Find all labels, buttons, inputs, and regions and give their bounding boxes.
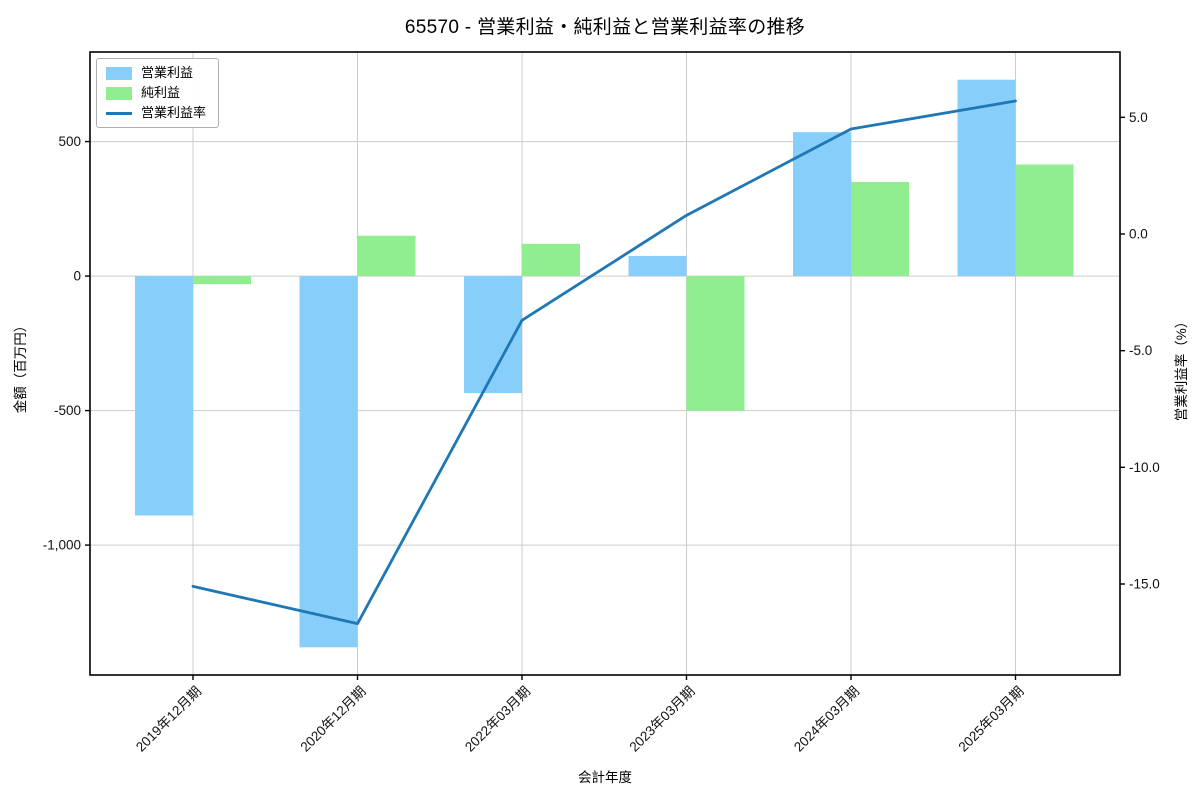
operating-income-bar [957, 79, 1016, 277]
net-income-bar [522, 243, 580, 277]
legend-item-net-income: 純利益 [106, 86, 206, 100]
y-axis-label-right: 営業利益率（%） [1174, 314, 1189, 422]
y-axis-tick-label-left: 500 [58, 134, 81, 149]
plot-border [89, 51, 1121, 676]
x-axis-tick-label: 2023年03月期 [627, 684, 698, 755]
x-axis-label: 会計年度 [578, 770, 632, 785]
x-axis-tick-label: 2025年03月期 [956, 684, 1027, 755]
chart-title: 65570 - 営業利益・純利益と営業利益率の推移 [404, 17, 806, 38]
y-axis-tick-label-right: -10.0 [1129, 460, 1160, 475]
legend-label-operating-margin: 営業利益率 [141, 105, 207, 120]
y-axis-tick-label-left: -500 [54, 403, 81, 418]
y-axis-tick-label-right: -15.0 [1129, 577, 1160, 592]
net-income-bar [686, 276, 745, 411]
operating-income-bar [299, 276, 358, 648]
legend-line-swatch-operating-margin [106, 111, 132, 115]
x-axis-tick-label: 2024年03月期 [791, 684, 862, 755]
legend-swatch-operating-income [106, 66, 132, 80]
x-axis-tick-label: 2022年03月期 [462, 684, 533, 755]
legend: 営業利益 純利益 営業利益率 [96, 58, 220, 128]
x-axis-tick-label: 2019年12月期 [133, 684, 204, 755]
net-income-bar [851, 181, 909, 277]
legend-swatch-net-income [106, 86, 132, 100]
y-axis-tick-label-right: -5.0 [1129, 343, 1152, 358]
operating-margin-line [191, 99, 1017, 626]
operating-income-bar [628, 255, 687, 277]
x-axis-tick-label: 2020年12月期 [298, 684, 369, 755]
y-axis-tick-label-left: -1,000 [43, 538, 81, 553]
y-axis-label-left: 金額（百万円） [13, 318, 28, 414]
y-axis-tick-label-right: 0.0 [1129, 227, 1148, 242]
net-income-bar [193, 276, 251, 285]
legend-item-operating-margin: 営業利益率 [106, 106, 206, 120]
y-axis-tick-label-right: 5.0 [1129, 110, 1148, 125]
legend-item-operating-income: 営業利益 [106, 66, 206, 80]
y-axis-tick-label-left: 0 [73, 269, 81, 284]
operating-income-bar [135, 276, 193, 516]
legend-label-operating-income: 営業利益 [141, 65, 194, 80]
legend-label-net-income: 純利益 [141, 85, 181, 100]
net-income-bar [1015, 164, 1074, 277]
operating-income-bar [793, 132, 851, 277]
net-income-bar [357, 235, 416, 277]
